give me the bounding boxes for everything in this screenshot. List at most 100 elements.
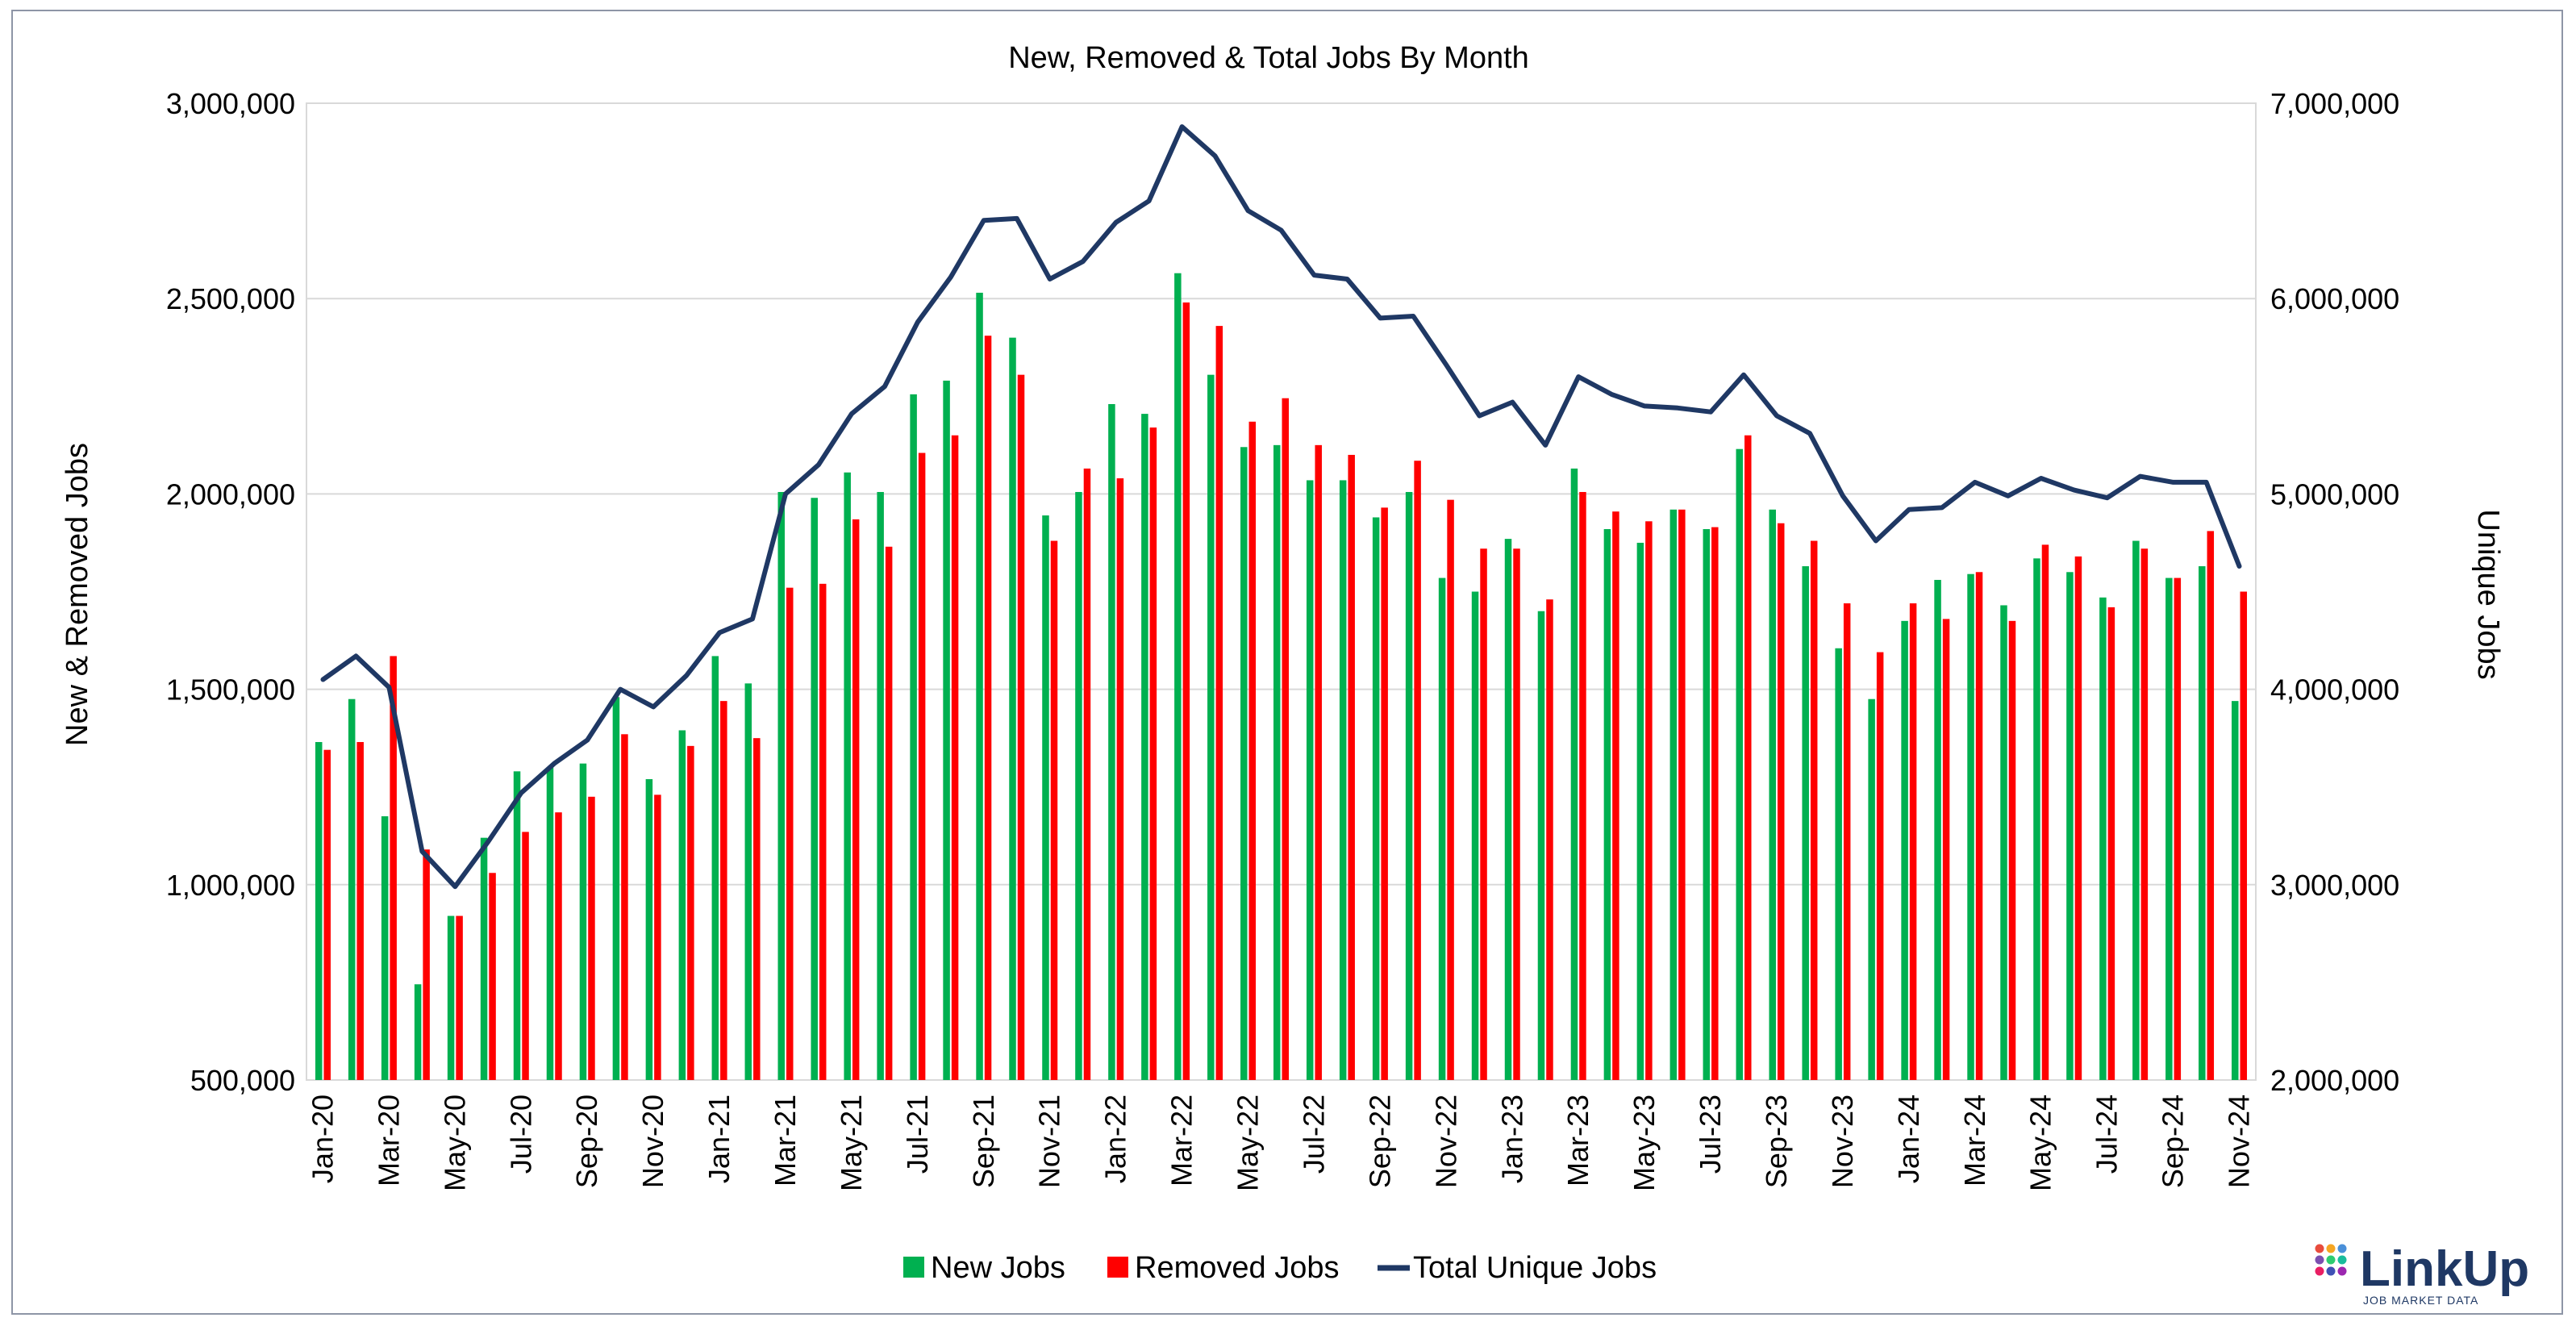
bar-removed-jobs [984,336,992,1080]
logo-dot [2337,1244,2347,1253]
legend-removed-jobs-swatch [1107,1257,1128,1278]
x-tick-label: Jul-20 [504,1095,537,1174]
bar-new-jobs [711,656,719,1080]
bar-new-jobs [381,816,389,1080]
bar-new-jobs [744,683,752,1080]
bar-new-jobs [1967,573,1974,1080]
bar-removed-jobs [1678,509,1686,1080]
bar-new-jobs [1934,579,1941,1080]
bar-removed-jobs [2140,548,2149,1080]
bar-removed-jobs [2174,578,2182,1080]
bar-new-jobs [1372,517,1380,1080]
bar-new-jobs [612,697,620,1080]
bar-new-jobs [513,771,521,1080]
axes: 500,000 1,000,000 1,500,000 2,000,000 2,500,… [166,87,2399,1191]
bar-removed-jobs [1215,326,1223,1080]
x-tick-label: May-24 [2024,1095,2057,1191]
bar-removed-jobs [1480,548,1487,1080]
bar-removed-jobs [1248,421,1257,1080]
bar-removed-jobs [885,546,893,1080]
x-tick-label: Mar-22 [1165,1095,1198,1186]
bar-new-jobs [1570,468,1578,1080]
y-tick-label-left: 1,000,000 [166,869,295,902]
bar-removed-jobs [1876,652,1884,1080]
y-tick-label-right: 6,000,000 [2270,282,2399,315]
bar-new-jobs [480,837,488,1080]
bar-removed-jobs [1645,521,1653,1080]
bar-removed-jobs [753,738,761,1080]
bar-new-jobs [1802,566,1809,1080]
x-tick-label: May-23 [1628,1095,1661,1191]
x-tick-label: Mar-24 [1958,1095,1991,1186]
logo-dot [2337,1255,2347,1265]
bar-removed-jobs [588,796,595,1080]
logo-mark-icon [2315,1244,2347,1276]
bar-new-jobs [1901,620,1908,1080]
bar-removed-jobs [819,583,827,1080]
bar-removed-jobs [1975,572,1983,1080]
bar-removed-jobs [1348,454,1355,1080]
bar-new-jobs [645,779,653,1080]
bar-new-jobs [2066,572,2074,1080]
bar-new-jobs [1207,374,1215,1081]
bar-new-jobs [2132,540,2140,1080]
logo-dot [2326,1255,2336,1265]
bar-new-jobs [1273,444,1281,1080]
gridlines [306,102,2257,1081]
y-tick-label-left: 500,000 [190,1064,295,1097]
logo-dot [2315,1244,2324,1253]
x-tick-label: Sep-23 [1760,1095,1793,1188]
bar-removed-jobs [489,873,496,1080]
x-tick-label: Jan-24 [1892,1095,1925,1183]
logo-dot [2337,1266,2347,1276]
bar-removed-jobs [1050,540,1058,1080]
bar-removed-jobs [1546,599,1553,1080]
y-tick-label-left: 2,000,000 [166,477,295,511]
bar-new-jobs [2199,566,2206,1080]
bar-removed-jobs [1017,374,1025,1081]
bar-new-jobs [579,763,587,1080]
x-tick-label: Sep-21 [967,1095,1000,1188]
bar-removed-jobs [1182,302,1190,1080]
bar-removed-jobs [1149,427,1157,1080]
bar-removed-jobs [522,832,529,1080]
legend-total-unique-jobs-label: Total Unique Jobs [1413,1251,1657,1285]
legend: New Jobs Removed Jobs Total Unique Jobs [903,1251,1657,1285]
x-tick-label: Jan-20 [306,1095,339,1183]
x-tick-label: Jul-22 [1297,1095,1330,1174]
legend-removed-jobs-label: Removed Jobs [1135,1251,1339,1285]
y-axis-left-title: New & Removed Jobs [60,443,94,746]
logo-dot [2326,1244,2336,1253]
bar-removed-jobs [323,749,331,1080]
bar-removed-jobs [1513,548,1520,1080]
x-tick-label: Nov-24 [2223,1095,2256,1188]
bar-new-jobs [1240,447,1248,1080]
bar-new-jobs [1669,509,1678,1080]
bar-removed-jobs [1711,527,1719,1080]
logo-dot [2315,1266,2324,1276]
bar-new-jobs [1108,403,1115,1080]
bar-removed-jobs [1579,491,1586,1080]
x-tick-label: Nov-23 [1826,1095,1859,1188]
logo-wordmark: LinkUp [2360,1241,2529,1297]
x-tick-label: May-20 [438,1095,471,1191]
line-total-unique-jobs [320,124,2242,890]
bar-removed-jobs [423,849,430,1080]
x-tick-label: Jan-23 [1495,1095,1528,1183]
x-tick-label: Jan-21 [702,1095,736,1183]
bar-removed-jobs [456,915,463,1080]
x-tick-label: Mar-21 [769,1095,802,1186]
x-tick-label: Sep-20 [570,1095,603,1188]
x-tick-label: Jan-22 [1099,1095,1132,1183]
line-series [320,124,2242,890]
bar-new-jobs [348,698,356,1080]
bar-new-jobs [678,730,686,1080]
bar-new-jobs [811,498,818,1080]
bar-new-jobs [1504,539,1512,1080]
bar-removed-jobs [1909,603,1917,1080]
bar-new-jobs [1141,414,1148,1080]
x-tick-label: Nov-22 [1429,1095,1462,1188]
x-tick-label: Mar-20 [372,1095,405,1186]
bar-new-jobs [1537,611,1545,1080]
x-tick-label: Jul-24 [2090,1095,2124,1174]
